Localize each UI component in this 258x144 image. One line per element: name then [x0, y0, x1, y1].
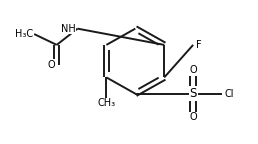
Text: Cl: Cl: [225, 89, 234, 99]
Text: O: O: [47, 60, 55, 70]
Text: O: O: [189, 65, 197, 75]
Text: O: O: [189, 112, 197, 122]
Text: CH₃: CH₃: [97, 98, 116, 108]
Text: S: S: [189, 87, 197, 100]
Text: NH: NH: [61, 24, 76, 34]
Text: F: F: [196, 40, 201, 50]
Text: H₃C: H₃C: [15, 29, 33, 39]
